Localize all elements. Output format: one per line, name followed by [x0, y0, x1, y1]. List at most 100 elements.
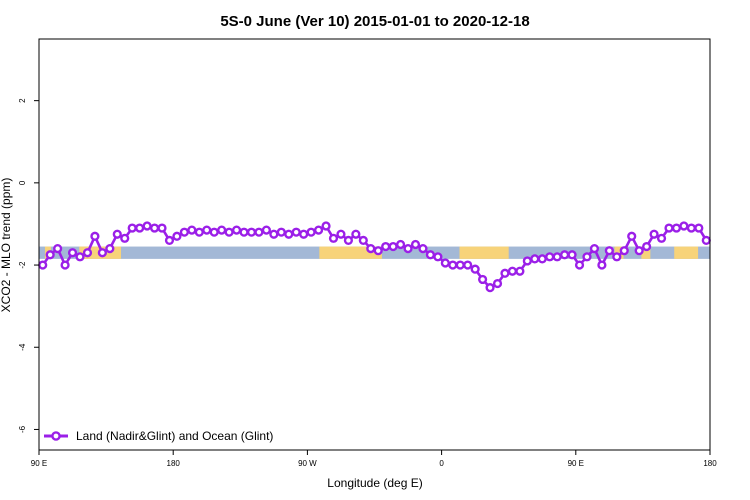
data-point: [172, 231, 182, 241]
x-tick-label: 180: [167, 459, 181, 468]
data-point: [545, 252, 555, 262]
data-point: [82, 248, 93, 258]
data-point: [239, 227, 249, 237]
legend-label: Land (Nadir&Glint) and Ocean (Glint): [76, 429, 273, 443]
data-point: [507, 266, 518, 276]
data-point: [358, 235, 368, 245]
y-tick-label: 2: [18, 98, 27, 103]
y-tick-label: 0: [18, 180, 27, 185]
x-tick-label: 0: [439, 459, 444, 468]
data-point: [67, 248, 78, 258]
data-point: [395, 239, 406, 250]
data-point: [694, 223, 704, 233]
land-band-segment: [459, 246, 509, 259]
data-point: [701, 235, 711, 245]
data-point: [142, 221, 152, 231]
data-point: [127, 223, 137, 233]
data-point: [530, 254, 540, 264]
data-point: [492, 278, 503, 289]
y-axis: 2 0 -2 -4 -6: [18, 98, 39, 433]
data-point: [440, 258, 450, 268]
data-point: [478, 274, 488, 285]
data-point: [366, 244, 376, 254]
data-point: [321, 221, 331, 231]
x-tick-label: 90 E: [31, 459, 47, 468]
y-tick-label: -4: [18, 343, 27, 351]
data-point: [597, 260, 607, 270]
y-tick-label: -6: [18, 425, 27, 433]
data-point: [373, 246, 383, 256]
data-point: [485, 283, 495, 293]
data-point: [224, 227, 234, 237]
land-band-segment: [641, 246, 651, 259]
data-point: [351, 229, 361, 239]
x-tick-label: 180: [703, 459, 717, 468]
data-point: [149, 223, 160, 233]
data-point: [388, 241, 398, 252]
data-point: [418, 244, 428, 254]
data-point: [612, 252, 622, 262]
data-point: [120, 233, 130, 243]
data-point: [246, 227, 257, 237]
data-point: [664, 223, 674, 233]
x-tick-label: 90 E: [568, 459, 584, 468]
legend-marker: [51, 431, 61, 441]
data-point: [455, 260, 465, 270]
data-point: [313, 225, 324, 235]
data-point: [291, 227, 301, 237]
data-point: [649, 229, 659, 239]
data-point: [343, 235, 354, 245]
y-axis-label: XCO2 - MLO trend (ppm): [0, 178, 13, 313]
data-point: [604, 246, 614, 256]
data-point: [433, 252, 443, 262]
x-axis-label: Longitude (deg E): [327, 476, 422, 490]
data-point: [299, 229, 309, 239]
data-point: [642, 241, 652, 252]
plot-frame: [38, 38, 711, 451]
data-point: [135, 223, 145, 233]
x-tick-label: 90 W: [298, 459, 317, 468]
data-point: [209, 227, 219, 237]
data-point: [500, 268, 510, 278]
data-point: [589, 244, 600, 254]
land-band-segment: [674, 246, 699, 259]
data-point: [164, 235, 175, 245]
data-point: [328, 233, 339, 243]
data-point: [560, 250, 570, 260]
data-point: [60, 260, 70, 270]
data-point: [448, 260, 458, 270]
data-point: [38, 260, 48, 270]
data-point: [187, 225, 197, 235]
data-point: [656, 233, 667, 243]
series-layer: [38, 221, 711, 293]
data-point: [552, 252, 562, 262]
data-point: [470, 264, 480, 274]
data-point: [194, 227, 204, 237]
data-point: [671, 223, 682, 233]
land-band-segment: [614, 246, 624, 259]
data-point: [425, 250, 436, 260]
data-point: [157, 223, 167, 233]
legend: Land (Nadir&Glint) and Ocean (Glint): [44, 429, 273, 443]
data-point: [679, 221, 689, 231]
data-point: [179, 227, 189, 237]
data-point: [574, 260, 585, 270]
y-tick-label: -2: [18, 261, 27, 269]
data-point: [254, 227, 264, 237]
data-point: [231, 225, 242, 235]
x-axis: 90 E 180 90 W 0 90 E 180: [31, 450, 717, 468]
data-point: [261, 225, 271, 235]
data-point: [537, 254, 547, 264]
data-point: [276, 227, 286, 237]
chart-title: 5S-0 June (Ver 10) 2015-01-01 to 2020-12…: [220, 13, 529, 30]
data-point: [336, 229, 346, 239]
data-point: [463, 260, 473, 270]
data-point: [627, 231, 637, 241]
data-point: [269, 229, 279, 239]
data-point: [634, 246, 644, 256]
data-point: [567, 250, 577, 260]
data-point: [202, 225, 212, 235]
data-point: [97, 248, 107, 258]
data-point: [217, 225, 227, 235]
data-point: [45, 250, 55, 260]
